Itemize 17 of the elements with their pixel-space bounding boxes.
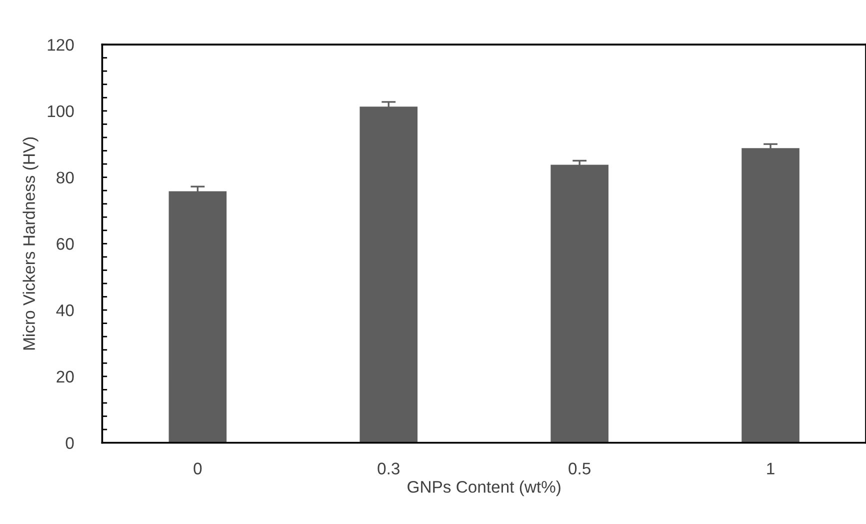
y-tick-label: 40	[56, 304, 74, 316]
x-tick-label: 0.3	[378, 462, 400, 474]
x-tick-label: 0	[194, 462, 202, 474]
x-tick-label: 0.5	[568, 462, 590, 474]
y-axis-title: Micro Vickers Hardness (HV)	[22, 137, 38, 350]
y-tick-label: 60	[56, 238, 74, 250]
bar	[167, 190, 228, 443]
y-tick-label: 80	[56, 172, 74, 184]
bar	[549, 163, 610, 443]
y-tick-label: 120	[48, 38, 74, 51]
bar	[740, 146, 801, 443]
bar	[358, 105, 419, 443]
y-tick-label: 20	[56, 370, 74, 383]
y-tick-label: 100	[48, 105, 74, 118]
y-tick-label: 0	[66, 437, 74, 449]
x-axis-title: GNPs Content (wt%)	[408, 480, 560, 496]
x-tick-label: 1	[767, 462, 774, 474]
